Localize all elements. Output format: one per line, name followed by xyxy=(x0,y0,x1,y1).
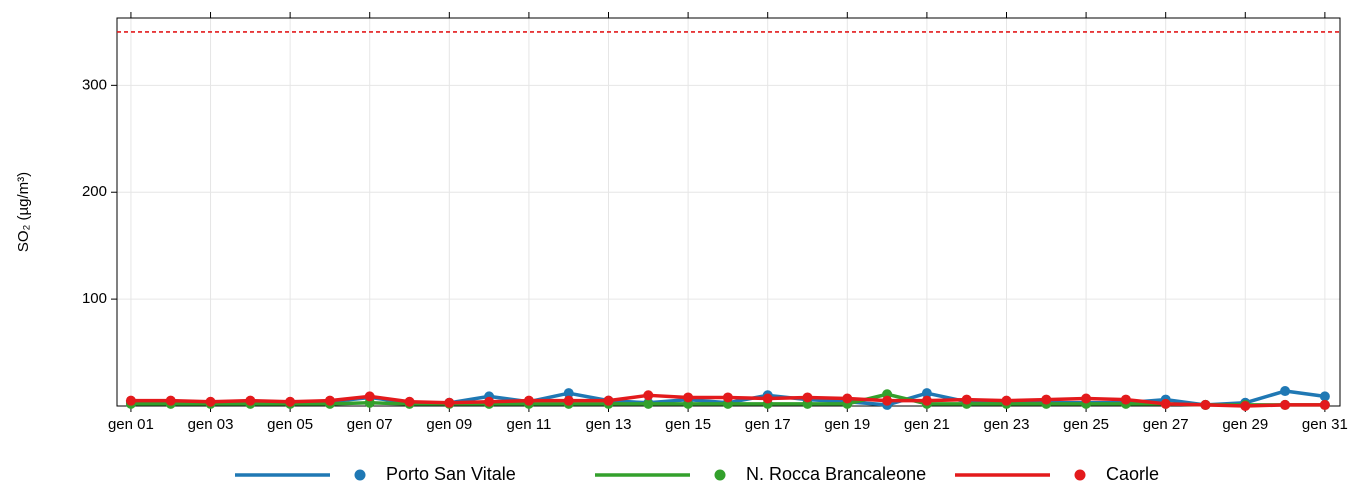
data-point xyxy=(364,391,375,402)
data-point xyxy=(324,395,335,406)
legend-label: N. Rocca Brancaleone xyxy=(746,464,926,484)
data-point xyxy=(802,392,813,403)
data-point xyxy=(1240,401,1251,411)
data-point xyxy=(921,395,932,406)
data-point xyxy=(1120,394,1131,405)
x-tick-label: gen 21 xyxy=(904,416,950,433)
x-tick-label: gen 09 xyxy=(426,416,472,433)
x-tick-label: gen 05 xyxy=(267,416,313,433)
data-point xyxy=(444,397,455,408)
data-point xyxy=(1160,398,1171,409)
data-point xyxy=(563,395,574,406)
x-tick-label: gen 07 xyxy=(347,416,393,433)
x-tick-label: gen 19 xyxy=(824,416,870,433)
data-point xyxy=(762,393,773,404)
data-point xyxy=(205,396,216,407)
legend-label: Caorle xyxy=(1106,464,1159,484)
x-tick-label: gen 13 xyxy=(586,416,632,433)
data-point xyxy=(921,388,932,399)
legend-dot xyxy=(714,469,726,481)
data-point xyxy=(643,398,654,409)
y-tick-label: 300 xyxy=(82,76,107,93)
x-tick-label: gen 23 xyxy=(984,416,1030,433)
data-point xyxy=(961,394,972,405)
data-point xyxy=(1041,394,1052,405)
legend-label: Porto San Vitale xyxy=(386,464,516,484)
x-tick-label: gen 29 xyxy=(1222,416,1268,433)
data-point xyxy=(125,395,136,406)
x-tick-label: gen 17 xyxy=(745,416,791,433)
data-point xyxy=(1280,399,1291,410)
plot-frame xyxy=(116,17,1341,407)
data-point xyxy=(404,396,415,407)
data-point xyxy=(563,388,574,399)
y-axis-label: SO₂ (µg/m³) xyxy=(15,172,32,252)
legend-dot xyxy=(1074,469,1086,481)
data-point xyxy=(1200,399,1211,410)
data-point xyxy=(245,395,256,406)
data-point xyxy=(1081,393,1092,404)
data-point xyxy=(683,392,694,403)
data-point xyxy=(1280,386,1291,397)
data-point xyxy=(1001,395,1012,406)
x-tick-label: gen 03 xyxy=(188,416,234,433)
x-tick-label: gen 31 xyxy=(1302,416,1348,433)
data-point xyxy=(484,396,495,407)
y-tick-label: 100 xyxy=(82,290,107,307)
x-tick-label: gen 15 xyxy=(665,416,711,433)
x-tick-label: gen 27 xyxy=(1143,416,1189,433)
data-point xyxy=(285,396,296,407)
data-point xyxy=(722,392,733,403)
data-point xyxy=(1319,399,1330,410)
x-tick-label: gen 01 xyxy=(108,416,154,433)
x-tick-label: gen 25 xyxy=(1063,416,1109,433)
data-point xyxy=(165,395,176,406)
data-point xyxy=(643,390,654,401)
x-tick-label: gen 11 xyxy=(507,416,552,433)
legend-dot xyxy=(354,469,366,481)
y-tick-label: 200 xyxy=(82,183,107,200)
data-point xyxy=(523,395,534,406)
data-point xyxy=(882,395,893,406)
data-point xyxy=(603,395,614,406)
data-point xyxy=(1319,391,1330,402)
data-point xyxy=(842,393,853,404)
